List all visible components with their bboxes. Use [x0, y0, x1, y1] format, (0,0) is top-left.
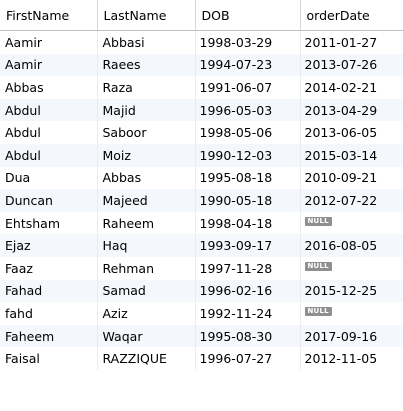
cell-firstname[interactable]: Fahad [0, 279, 98, 303]
table-row[interactable]: Ejaz Haq 1993-09-17 2016-08-05 [0, 234, 403, 257]
cell-dob[interactable]: 1990-05-18 [195, 189, 301, 212]
header-row: FirstName LastName DOB orderDate [0, 0, 403, 31]
cell-lastname[interactable]: Samad [97, 279, 196, 303]
table-row[interactable]: Faheem Waqar 1995-08-30 2017-09-16 [0, 324, 403, 348]
cell-lastname[interactable]: RAZZIQUE [97, 347, 196, 370]
cell-firstname[interactable]: Faisal [0, 347, 98, 370]
cell-firstname[interactable]: Aamir [0, 30, 98, 54]
table-row[interactable]: Faisal RAZZIQUE 1996-07-27 2012-11-05 [0, 347, 403, 370]
cell-firstname[interactable]: Dua [0, 166, 98, 190]
cell-orderdate[interactable]: 2015-03-14 [300, 143, 403, 167]
table-row[interactable]: Abdul Saboor 1998-05-06 2013-06-05 [0, 121, 403, 144]
cell-orderdate[interactable]: 2011-01-27 [300, 30, 403, 54]
table-row[interactable]: Abbas Raza 1991-06-07 2014-02-21 [0, 76, 403, 99]
cell-orderdate[interactable]: 2010-09-21 [300, 166, 403, 190]
table-row[interactable]: Faaz Rehman 1997-11-28 NULL [0, 256, 403, 280]
table-row[interactable]: Ehtsham Raheem 1998-04-18 NULL [0, 211, 403, 235]
cell-dob[interactable]: 1996-02-16 [195, 279, 301, 303]
cell-orderdate[interactable]: 2012-11-05 [300, 347, 403, 370]
cell-lastname[interactable]: Rehman [97, 256, 196, 280]
cell-lastname[interactable]: Abbasi [97, 30, 196, 54]
table-row[interactable]: Fahad Samad 1996-02-16 2015-12-25 [0, 279, 403, 303]
table-row[interactable]: Abdul Majid 1996-05-03 2013-04-29 [0, 98, 403, 122]
cell-orderdate[interactable]: 2013-04-29 [300, 98, 403, 122]
cell-dob[interactable]: 1995-08-18 [195, 166, 301, 190]
cell-dob[interactable]: 1998-04-18 [195, 211, 301, 235]
cell-dob[interactable]: 1995-08-30 [195, 324, 301, 348]
column-header-firstname[interactable]: FirstName [0, 0, 98, 31]
cell-orderdate[interactable]: 2013-07-26 [300, 53, 403, 77]
cell-orderdate[interactable]: 2016-08-05 [300, 234, 403, 257]
cell-dob[interactable]: 1998-05-06 [195, 121, 301, 144]
cell-lastname[interactable]: Majeed [97, 189, 196, 212]
null-badge: NULL [304, 216, 332, 226]
cell-dob[interactable]: 1991-06-07 [195, 76, 301, 99]
cell-firstname[interactable]: fahd [0, 302, 98, 325]
cell-firstname[interactable]: Ejaz [0, 234, 98, 257]
cell-firstname[interactable]: Duncan [0, 189, 98, 212]
cell-dob[interactable]: 1996-05-03 [195, 98, 301, 122]
cell-dob[interactable]: 1996-07-27 [195, 347, 301, 370]
cell-lastname[interactable]: Moiz [97, 143, 196, 167]
table-row[interactable]: Aamir Abbasi 1998-03-29 2011-01-27 [0, 30, 403, 54]
null-badge: NULL [304, 261, 332, 271]
column-header-orderdate[interactable]: orderDate [300, 0, 403, 31]
cell-lastname[interactable]: Haq [97, 234, 196, 257]
cell-dob[interactable]: 1994-07-23 [195, 53, 301, 77]
cell-lastname[interactable]: Majid [97, 98, 196, 122]
cell-firstname[interactable]: Abdul [0, 121, 98, 144]
column-header-dob[interactable]: DOB [195, 0, 301, 31]
cell-orderdate[interactable]: NULL [300, 211, 403, 235]
cell-lastname[interactable]: Raza [97, 76, 196, 99]
cell-firstname[interactable]: Aamir [0, 53, 98, 77]
cell-lastname[interactable]: Abbas [97, 166, 196, 190]
cell-orderdate[interactable]: 2015-12-25 [300, 279, 403, 303]
cell-orderdate[interactable]: 2013-06-05 [300, 121, 403, 144]
column-header-lastname[interactable]: LastName [97, 0, 196, 31]
cell-firstname[interactable]: Abbas [0, 76, 98, 99]
cell-firstname[interactable]: Abdul [0, 98, 98, 122]
result-table: FirstName LastName DOB orderDate Aamir Ab… [0, 0, 403, 370]
cell-lastname[interactable]: Aziz [97, 302, 196, 325]
cell-lastname[interactable]: Waqar [97, 324, 196, 348]
table-row[interactable]: fahd Aziz 1992-11-24 NULL [0, 302, 403, 325]
cell-lastname[interactable]: Raheem [97, 211, 196, 235]
cell-lastname[interactable]: Saboor [97, 121, 196, 144]
cell-lastname[interactable]: Raees [97, 53, 196, 77]
cell-orderdate[interactable]: 2012-07-22 [300, 189, 403, 212]
cell-orderdate[interactable]: NULL [300, 302, 403, 325]
table-row[interactable]: Dua Abbas 1995-08-18 2010-09-21 [0, 166, 403, 190]
table-row[interactable]: Abdul Moiz 1990-12-03 2015-03-14 [0, 143, 403, 167]
cell-dob[interactable]: 1997-11-28 [195, 256, 301, 280]
cell-firstname[interactable]: Faaz [0, 256, 98, 280]
cell-orderdate[interactable]: 2014-02-21 [300, 76, 403, 99]
cell-firstname[interactable]: Abdul [0, 143, 98, 167]
cell-dob[interactable]: 1992-11-24 [195, 302, 301, 325]
cell-dob[interactable]: 1993-09-17 [195, 234, 301, 257]
cell-dob[interactable]: 1990-12-03 [195, 143, 301, 167]
cell-orderdate[interactable]: 2017-09-16 [300, 324, 403, 348]
cell-firstname[interactable]: Faheem [0, 324, 98, 348]
null-badge: NULL [304, 306, 332, 316]
table-row[interactable]: Aamir Raees 1994-07-23 2013-07-26 [0, 53, 403, 77]
table-body: Aamir Abbasi 1998-03-29 2011-01-27 Aamir Raee… [0, 30, 403, 370]
cell-firstname[interactable]: Ehtsham [0, 211, 98, 235]
cell-orderdate[interactable]: NULL [300, 256, 403, 280]
cell-dob[interactable]: 1998-03-29 [195, 30, 301, 54]
table-row[interactable]: Duncan Majeed 1990-05-18 2012-07-22 [0, 189, 403, 212]
